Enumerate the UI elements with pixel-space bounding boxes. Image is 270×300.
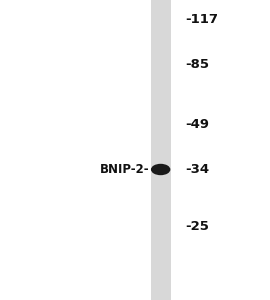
Text: -85: -85 [185,58,209,71]
Text: -34: -34 [185,163,209,176]
Text: BNIP-2-: BNIP-2- [100,163,150,176]
Ellipse shape [151,164,170,175]
Text: -117: -117 [185,13,218,26]
Text: -25: -25 [185,220,209,233]
Bar [151,0,171,300]
Text: -49: -49 [185,118,209,131]
